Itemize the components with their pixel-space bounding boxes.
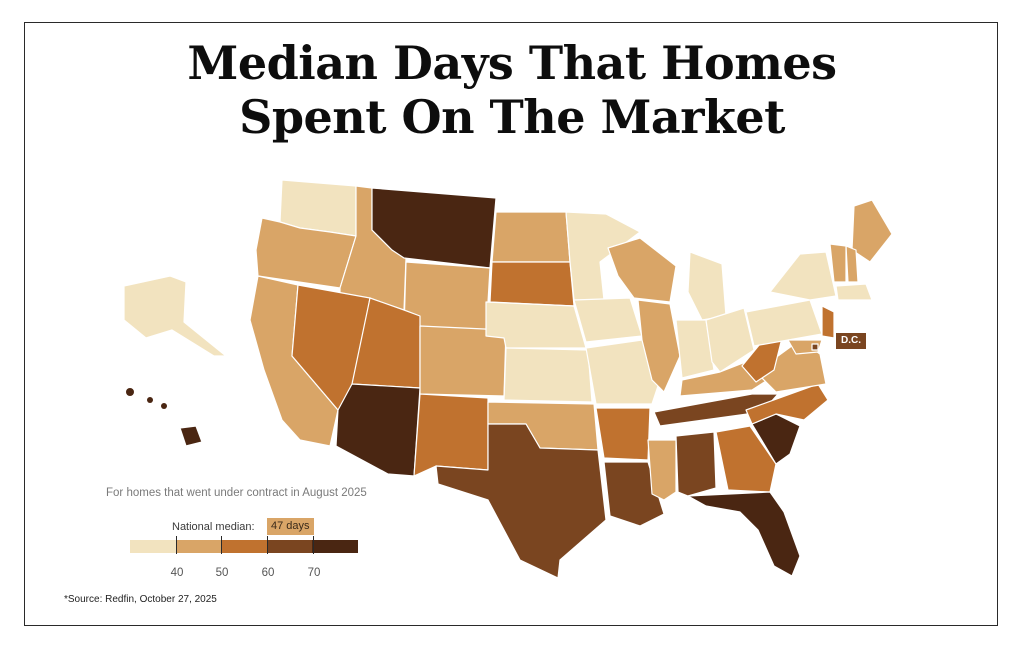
state-me [851,199,893,263]
state-nj [821,305,835,339]
state-ar [595,407,651,461]
legend-swatch-1 [130,540,176,553]
state-ga [715,425,777,493]
legend-tick [221,536,222,554]
state-mo [585,339,661,405]
state-wi [607,237,677,303]
state-ny [769,251,837,301]
state-tx [435,423,607,579]
legend-tick-label: 60 [261,567,275,579]
legend-tick-label: 70 [307,567,321,579]
map-subtitle: For homes that went under contract in Au… [106,487,367,499]
state-hi-island [126,388,134,396]
legend-swatch-2 [175,540,221,553]
state-wv [741,337,783,383]
state-hi [179,425,203,447]
legend-tick-label: 50 [215,567,229,579]
state-al [675,431,717,497]
state-mn [565,211,641,301]
legend-swatch-5 [312,540,358,553]
state-nd [491,211,571,263]
dc-label: D.C. [836,333,866,349]
legend-tick [267,536,268,554]
state-vt [829,243,847,283]
color-legend [130,540,358,553]
state-fl [687,491,801,577]
state-dc [811,343,819,351]
state-nm [413,393,489,477]
state-ms [647,439,677,501]
state-oh [705,307,755,373]
state-hi-island [147,397,153,403]
state-ma [835,283,873,301]
state-mi [687,251,727,321]
state-hi-island [161,403,167,409]
national-median-value: 47 days [267,518,314,535]
state-sd [489,261,575,307]
map-title: Median Days That Homes Spent On The Mark… [0,36,1024,144]
state-az [335,383,421,477]
legend-tick-label: 40 [170,567,184,579]
title-line-1: Median Days That Homes [187,36,837,90]
legend-swatch-3 [221,540,267,553]
state-mt [371,187,497,269]
state-la [603,461,665,527]
state-ks [503,347,593,403]
state-in [675,319,715,379]
title-line-2: Spent On The Market [239,90,785,144]
legend-tick [313,536,314,554]
state-pa [745,299,823,347]
state-ia [573,297,643,343]
state-nh [845,245,859,283]
source-note: *Source: Redfin, October 27, 2025 [64,594,217,605]
state-il [637,299,681,393]
state-ak [123,275,227,357]
legend-tick [176,536,177,554]
national-median-label: National median: [172,521,255,533]
legend-swatch-4 [266,540,312,553]
